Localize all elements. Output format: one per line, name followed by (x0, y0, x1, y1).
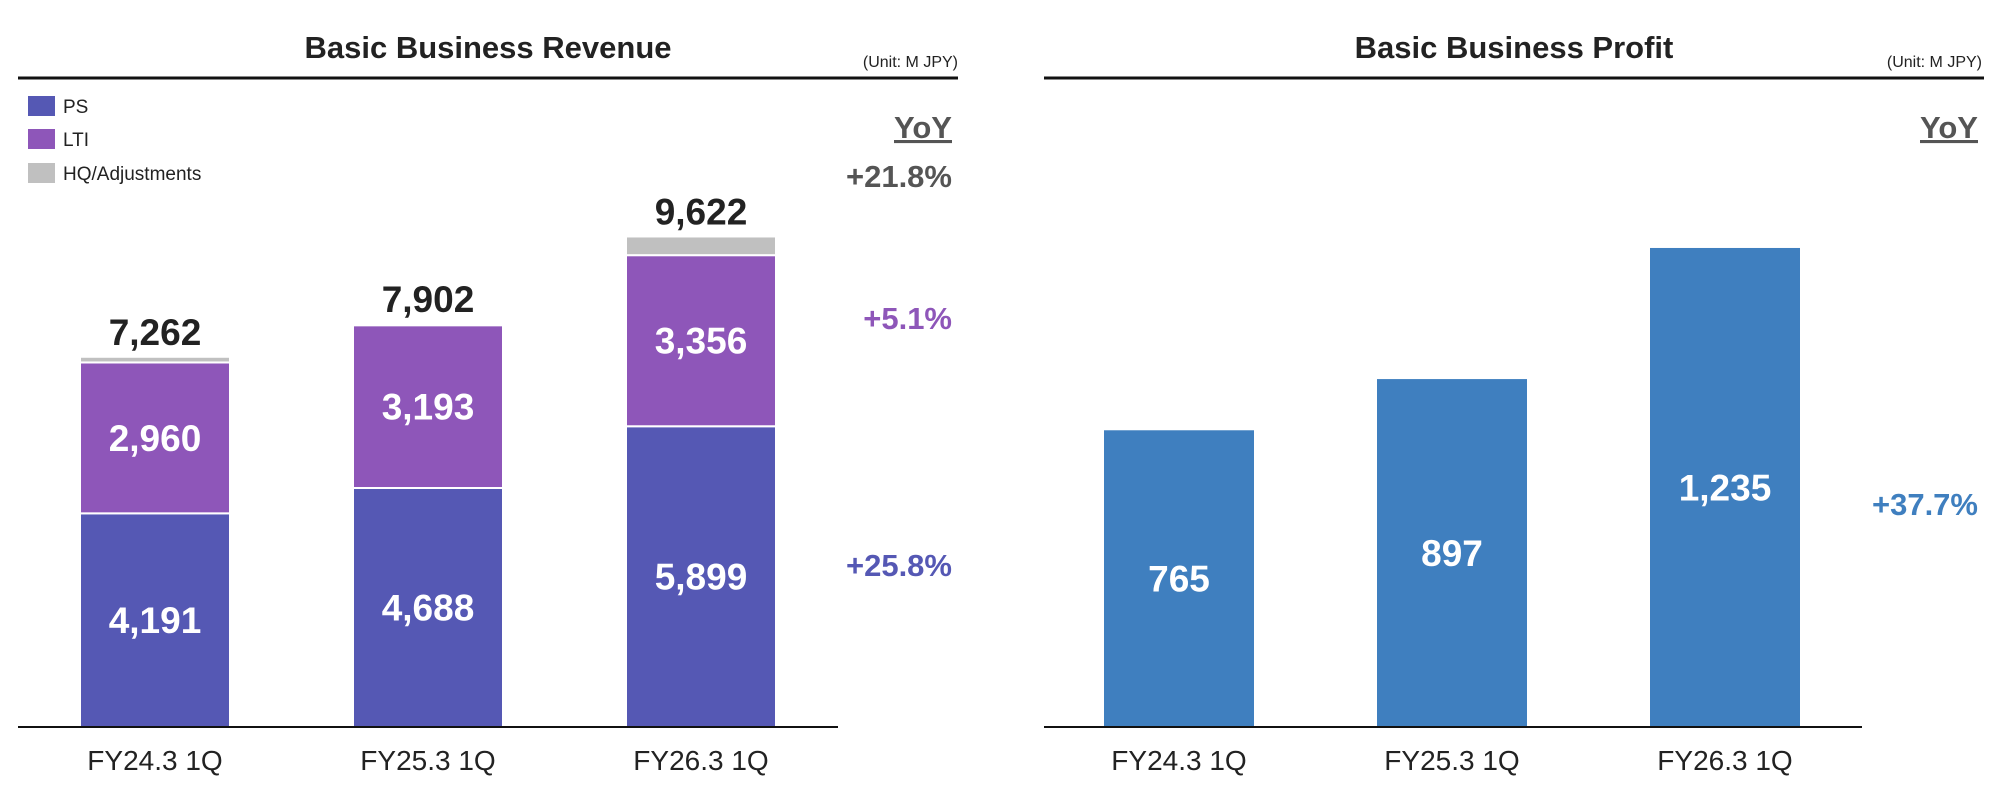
legend-swatch-2 (28, 163, 55, 183)
profit-data-label-2: 1,235 (1679, 467, 1772, 508)
total-label-2: 9,622 (655, 191, 748, 232)
bar-lti-2 (625, 254, 777, 428)
bar-hqadjustments-2 (625, 235, 777, 257)
bar-lti-1 (352, 324, 504, 490)
profit-bar-2 (1650, 247, 1800, 727)
data-label-0-2: 5,899 (655, 557, 748, 598)
bar-hqadjustments-1 (352, 323, 504, 327)
profit-bar-0 (1104, 430, 1254, 727)
x-tick-label-0: FY24.3 1Q (87, 745, 222, 776)
data-label-1-2: 3,356 (655, 321, 748, 362)
chart-title: Basic Business Revenue (304, 30, 671, 65)
yoy-profit: +37.7% (1872, 487, 1978, 522)
yoy-lti: +5.1% (863, 301, 952, 336)
yoy-total: +21.8% (846, 159, 952, 194)
bar-ps-2 (625, 425, 777, 728)
x-tick-label-2-1: FY25.3 1Q (1384, 745, 1519, 776)
total-label-0: 7,262 (109, 312, 202, 353)
profit-data-label-1: 897 (1421, 533, 1483, 574)
yoy-header: YoY (894, 110, 952, 145)
legend-swatch-1 (28, 129, 55, 149)
legend-label-2: HQ/Adjustments (63, 164, 201, 185)
legend-label-1: LTI (63, 130, 89, 151)
yoy-ps: +25.8% (846, 548, 952, 583)
unit-label: (Unit: M JPY) (863, 54, 958, 71)
x-tick-label-2-0: FY24.3 1Q (1111, 745, 1246, 776)
unit-label-2: (Unit: M JPY) (1887, 54, 1982, 71)
total-label-1: 7,902 (382, 279, 475, 320)
data-label-0-0: 4,191 (109, 600, 202, 641)
x-tick-label-1: FY25.3 1Q (360, 745, 495, 776)
chart-title-2: Basic Business Profit (1355, 30, 1674, 65)
bar-hqadjustments-0 (79, 355, 231, 364)
yoy-header-2: YoY (1920, 110, 1978, 145)
data-label-1-0: 2,960 (109, 418, 202, 459)
data-label-1-1: 3,193 (382, 387, 475, 428)
bar-lti-0 (79, 361, 231, 515)
legend-label-0: PS (63, 97, 88, 118)
profit-bar-1 (1377, 379, 1527, 727)
x-tick-label-2: FY26.3 1Q (633, 745, 768, 776)
x-tick-label-2-2: FY26.3 1Q (1657, 745, 1792, 776)
profit-data-label-0: 765 (1148, 559, 1210, 600)
legend-swatch-0 (28, 96, 55, 116)
data-label-0-1: 4,688 (382, 588, 475, 629)
